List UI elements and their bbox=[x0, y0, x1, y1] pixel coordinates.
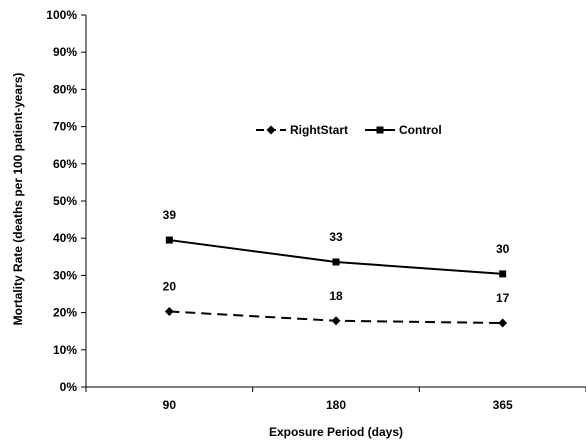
rightstart-data-point bbox=[164, 306, 174, 316]
control-legend-label: Control bbox=[399, 123, 442, 137]
rightstart-data-point bbox=[331, 316, 341, 326]
control-data-point bbox=[499, 270, 507, 278]
y-tick-label: 10% bbox=[53, 343, 77, 357]
y-tick-label: 90% bbox=[53, 45, 77, 59]
y-tick-label: 30% bbox=[53, 268, 77, 282]
rightstart-data-point bbox=[498, 318, 508, 328]
y-tick-label: 40% bbox=[53, 231, 77, 245]
rightstart-legend-label: RightStart bbox=[290, 123, 348, 137]
y-tick-label: 60% bbox=[53, 157, 77, 171]
legend: RightStart Control bbox=[256, 123, 442, 137]
rightstart-data-label: 20 bbox=[163, 279, 177, 293]
control-data-label: 30 bbox=[496, 242, 510, 256]
y-tick-label: 70% bbox=[53, 120, 77, 134]
control-legend-marker bbox=[376, 126, 384, 134]
control-data-point bbox=[332, 258, 340, 266]
y-axis-title: Mortality Rate (deaths per 100 patient-y… bbox=[11, 73, 25, 326]
control-data-point bbox=[165, 236, 173, 244]
y-tick-label: 20% bbox=[53, 306, 77, 320]
rightstart-data-label: 18 bbox=[329, 289, 343, 303]
x-axis-title: Exposure Period (days) bbox=[269, 425, 403, 439]
x-tick-label: 90 bbox=[163, 398, 177, 412]
y-tick-label: 100% bbox=[46, 8, 77, 22]
x-tick-label: 180 bbox=[326, 398, 346, 412]
rightstart-data-label: 17 bbox=[496, 291, 510, 305]
y-tick-label: 0% bbox=[60, 380, 78, 394]
control-series-line bbox=[169, 239, 503, 275]
control-data-label: 39 bbox=[163, 208, 177, 222]
y-tick-label: 50% bbox=[53, 194, 77, 208]
control-data-label: 33 bbox=[329, 230, 343, 244]
y-tick-label: 80% bbox=[53, 82, 77, 96]
rightstart-legend-marker bbox=[266, 125, 276, 135]
x-tick-label: 365 bbox=[493, 398, 513, 412]
